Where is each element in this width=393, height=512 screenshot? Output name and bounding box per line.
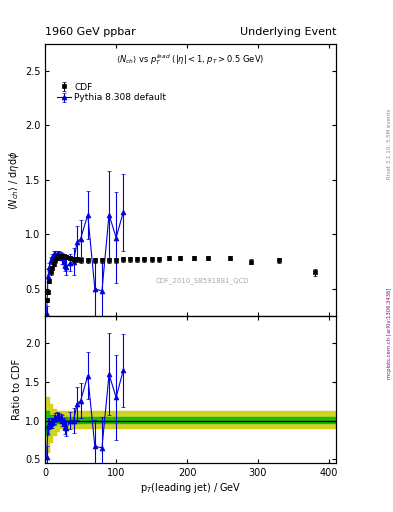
Text: $\langle N_{ch}\rangle$ vs $p_T^{lead}$ ($|\eta| < 1$, $p_T > 0.5$ GeV): $\langle N_{ch}\rangle$ vs $p_T^{lead}$ … [116,52,265,67]
Y-axis label: Ratio to CDF: Ratio to CDF [12,359,22,420]
Legend: CDF, Pythia 8.308 default: CDF, Pythia 8.308 default [55,81,168,104]
Y-axis label: $\langle N_{ch}\rangle$ / d$\eta$d$\phi$: $\langle N_{ch}\rangle$ / d$\eta$d$\phi$ [7,150,21,209]
Text: CDF_2010_S8591881_QCD: CDF_2010_S8591881_QCD [156,277,249,284]
X-axis label: p$_T$(leading jet) / GeV: p$_T$(leading jet) / GeV [140,481,241,495]
Text: 1960 GeV ppbar: 1960 GeV ppbar [45,27,136,37]
Text: Rivet 3.1.10, 3.5M events: Rivet 3.1.10, 3.5M events [387,108,392,179]
Text: mcplots.cern.ch [arXiv:1306.3436]: mcplots.cern.ch [arXiv:1306.3436] [387,287,392,378]
Text: Underlying Event: Underlying Event [239,27,336,37]
